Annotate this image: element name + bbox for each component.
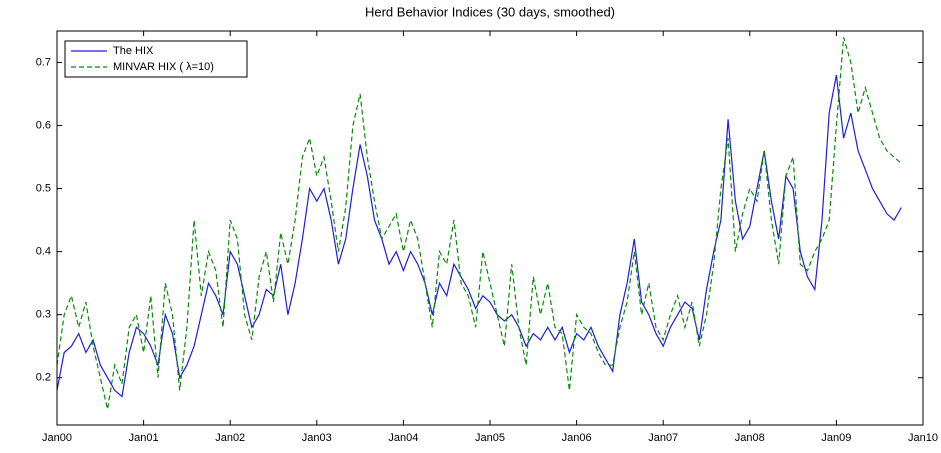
x-tick-label: Jan01 xyxy=(129,432,159,444)
x-tick-label: Jan09 xyxy=(821,432,851,444)
y-tick-label: 0.6 xyxy=(36,119,51,131)
legend-box xyxy=(64,40,248,78)
y-tick-label: 0.3 xyxy=(36,309,51,321)
series-line xyxy=(57,74,902,398)
legend-label: MINVAR HIX ( λ=10) xyxy=(113,61,214,73)
x-tick-label: Jan10 xyxy=(908,432,938,444)
x-tick-label: Jan00 xyxy=(42,432,72,444)
x-tick-label: Jan03 xyxy=(302,432,332,444)
x-tick-label: Jan04 xyxy=(388,432,418,444)
y-tick-label: 0.7 xyxy=(36,56,51,68)
x-tick-label: Jan06 xyxy=(562,432,592,444)
x-tick-label: Jan05 xyxy=(475,432,505,444)
x-tick-label: Jan02 xyxy=(215,432,245,444)
x-tick-label: Jan08 xyxy=(735,432,765,444)
y-tick-label: 0.4 xyxy=(36,246,51,258)
legend-label: The HIX xyxy=(113,45,154,57)
x-tick-label: Jan07 xyxy=(648,432,678,444)
chart-title: Herd Behavior Indices (30 days, smoothed… xyxy=(365,4,615,19)
y-tick-label: 0.5 xyxy=(36,183,51,195)
y-tick-label: 0.2 xyxy=(36,372,51,384)
series-line xyxy=(57,37,902,410)
plot-frame xyxy=(56,30,924,426)
